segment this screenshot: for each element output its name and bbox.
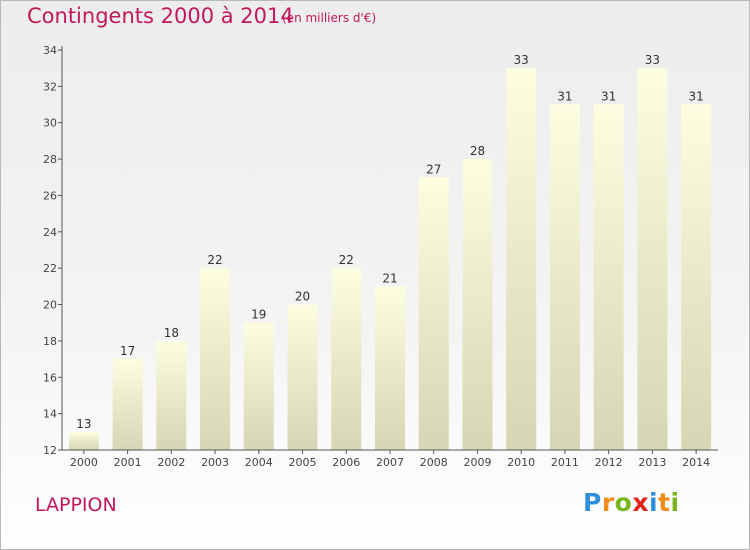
place-name: LAPPION <box>35 494 117 516</box>
bar-2012 <box>593 104 624 450</box>
x-tick-label-2009: 2009 <box>463 456 491 469</box>
bar-2002 <box>156 340 187 450</box>
bar-2007 <box>375 286 405 450</box>
y-tick-label: 26 <box>43 189 57 202</box>
x-tick-label-2003: 2003 <box>201 456 229 469</box>
x-tick-label-2011: 2011 <box>551 456 579 469</box>
value-label-2012: 31 <box>601 90 616 104</box>
value-label-2009: 28 <box>470 144 485 158</box>
bar-2010 <box>506 68 537 450</box>
bar-2006 <box>331 268 362 450</box>
x-tick-label-2000: 2000 <box>70 456 98 469</box>
y-tick-label: 32 <box>43 80 57 93</box>
y-tick-label: 12 <box>43 444 57 457</box>
x-tick-label-2004: 2004 <box>245 456 273 469</box>
bar-2001 <box>112 359 143 450</box>
value-label-2005: 20 <box>295 290 310 304</box>
y-tick-label: 16 <box>43 371 57 384</box>
value-label-2014: 31 <box>688 90 703 104</box>
x-tick-label-2014: 2014 <box>682 456 710 469</box>
value-label-2008: 27 <box>426 162 441 176</box>
chart-unit-subtitle: (en milliers d'€) <box>282 11 377 25</box>
y-tick-label: 14 <box>43 408 57 421</box>
value-label-2010: 33 <box>514 53 529 67</box>
y-tick-label: 30 <box>43 117 57 130</box>
bar-2004 <box>243 322 274 450</box>
bars: 13 17 18 22 19 20 22 21 27 28 33 31 31 33 31 <box>68 53 712 451</box>
x-tick-label-2008: 2008 <box>420 456 448 469</box>
x-tick-label-2001: 2001 <box>114 456 142 469</box>
value-label-2007: 21 <box>382 271 397 285</box>
x-tick-label-2002: 2002 <box>157 456 185 469</box>
value-label-2006: 22 <box>339 253 354 267</box>
y-tick-label: 20 <box>43 299 57 312</box>
x-tick-label-2005: 2005 <box>289 456 317 469</box>
proxiti-logo[interactable]: Proxiti <box>583 488 680 517</box>
x-tick-label-2012: 2012 <box>595 456 623 469</box>
x-tick-label-2010: 2010 <box>507 456 535 469</box>
y-tick-label: 22 <box>43 262 57 275</box>
y-tick-label: 28 <box>43 153 57 166</box>
y-axis: 12 14 16 18 20 22 24 26 28 30 32 34 <box>43 44 63 457</box>
value-label-2002: 18 <box>164 326 179 340</box>
value-label-2001: 17 <box>120 344 135 358</box>
x-axis: 2000 2001 2002 2003 2004 2005 2006 2007 2008 2009… <box>62 449 718 469</box>
x-tick-label-2007: 2007 <box>376 456 404 469</box>
bar-2013 <box>637 68 668 450</box>
y-tick-label: 18 <box>43 335 57 348</box>
bar-2003 <box>200 268 231 450</box>
bar-2008 <box>418 177 449 451</box>
x-tick-label-2013: 2013 <box>638 456 666 469</box>
value-label-2013: 33 <box>645 53 660 67</box>
x-tick-label-2006: 2006 <box>332 456 360 469</box>
chart-title: Contingents 2000 à 2014 <box>27 4 294 28</box>
bar-2014 <box>681 104 712 450</box>
value-label-2000: 13 <box>76 417 91 431</box>
bar-2000 <box>68 431 99 450</box>
y-tick-label: 34 <box>43 44 57 57</box>
y-tick-label: 24 <box>43 226 57 239</box>
value-label-2004: 19 <box>251 308 266 322</box>
bar-2011 <box>549 104 580 450</box>
bar-2005 <box>287 304 318 450</box>
value-label-2003: 22 <box>207 253 222 267</box>
bar-2009 <box>462 159 493 450</box>
value-label-2011: 31 <box>557 90 572 104</box>
